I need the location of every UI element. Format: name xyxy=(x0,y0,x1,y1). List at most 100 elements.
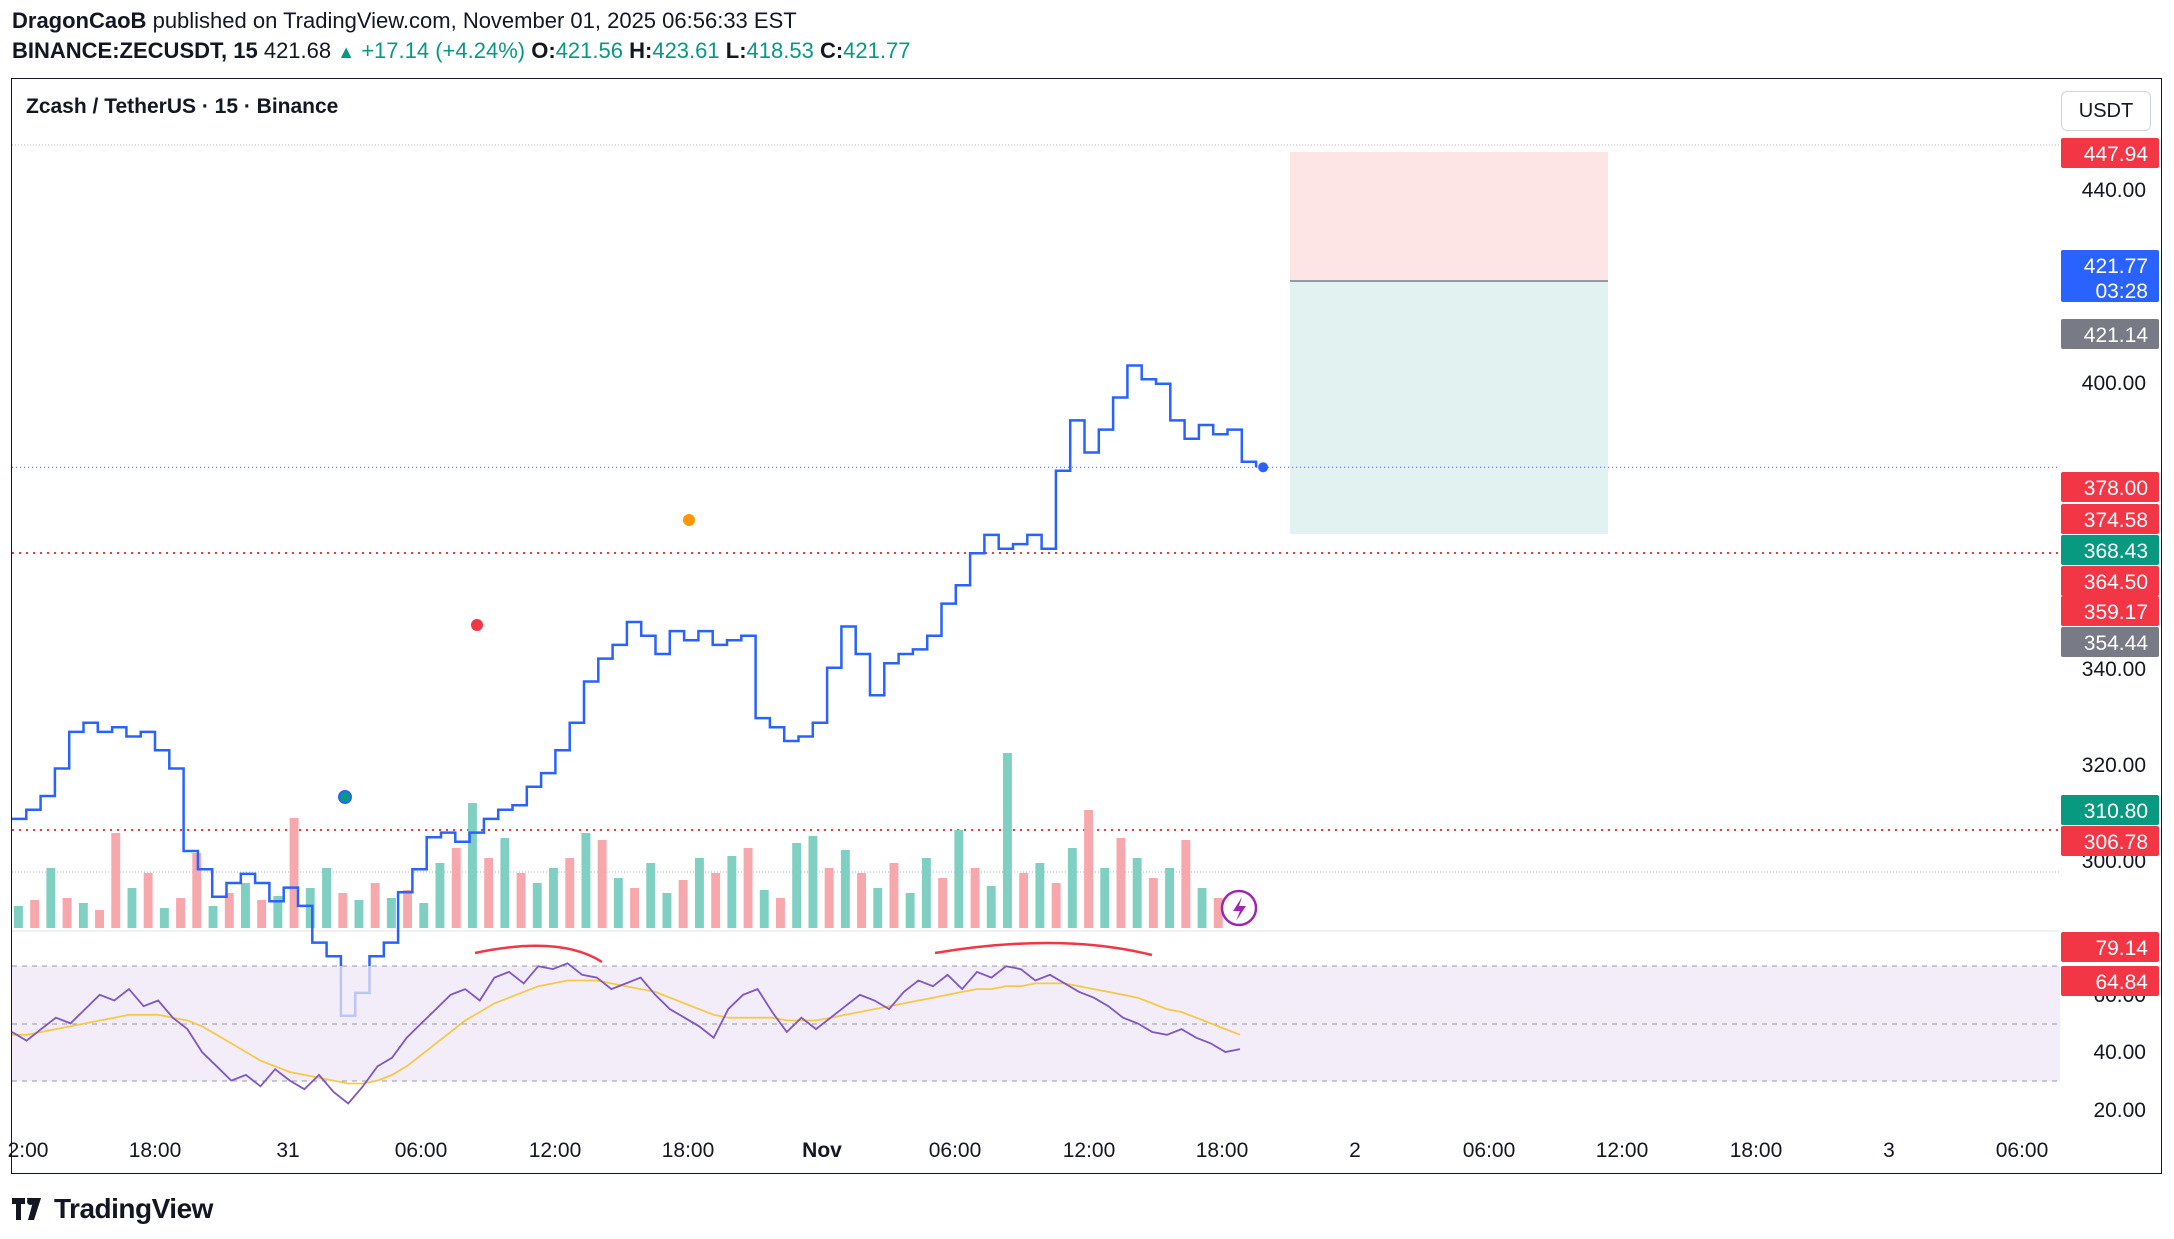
volume-bar xyxy=(1003,753,1012,928)
volume-bar xyxy=(1116,838,1126,928)
price-label-box xyxy=(2061,795,2159,825)
volume-bar xyxy=(176,898,185,928)
x-tick-label: 18:00 xyxy=(1730,1139,1783,1162)
volume-bar xyxy=(1019,873,1029,928)
volume-bar xyxy=(695,858,704,928)
volume-bar xyxy=(111,833,121,928)
volume-bar xyxy=(646,863,656,928)
brand-text: TradingView xyxy=(54,1193,213,1224)
close-label: C: xyxy=(819,38,844,63)
author-name[interactable]: DragonCaoB xyxy=(12,8,147,33)
volume-bar xyxy=(322,868,331,928)
y-tick-label: 440.00 xyxy=(2082,179,2146,202)
volume-bar xyxy=(14,906,23,928)
volume-bar xyxy=(532,883,542,928)
volume-bar xyxy=(468,803,477,928)
rsi-line xyxy=(11,962,1241,1105)
x-tick-label: 18:00 xyxy=(129,1139,182,1162)
volume-bar xyxy=(776,898,785,928)
change-value: ▲ +17.14 (+4.24%) xyxy=(337,38,525,63)
low-label: L: xyxy=(725,38,747,63)
volume-bar xyxy=(938,878,948,928)
volume-bar xyxy=(386,898,396,928)
rsi-label-text: 79.14 xyxy=(2095,937,2148,960)
x-tick-label: 18:00 xyxy=(1196,1139,1249,1162)
volume-bar xyxy=(970,868,980,928)
volume-bar xyxy=(889,863,899,928)
high-label: H: xyxy=(629,38,653,63)
price-line xyxy=(12,364,1258,1018)
volume-bar xyxy=(451,848,461,928)
price-label-text: 378.00 xyxy=(2084,477,2148,500)
price-label-text: 421.14 xyxy=(2084,324,2149,347)
ohlc-bar: BINANCE:ZECUSDT, 15 421.68 ▲ +17.14 (+4.… xyxy=(12,38,910,64)
volume-bar xyxy=(241,883,250,928)
volume-bar xyxy=(419,903,429,928)
rsi-label-box xyxy=(2061,966,2159,996)
volume-bar xyxy=(824,868,834,928)
volume-bar xyxy=(1165,868,1174,928)
divergence-arc-2 xyxy=(934,941,1153,957)
stop-loss-zone xyxy=(1290,152,1608,280)
volume-bar xyxy=(662,893,672,928)
volume-bar xyxy=(159,908,169,928)
volume-bar xyxy=(224,893,234,928)
volume-bar xyxy=(95,910,104,928)
rsi-ma-line xyxy=(12,979,1241,1085)
volume-bar xyxy=(354,900,364,928)
x-tick-label: Nov xyxy=(802,1139,842,1162)
volume-bar xyxy=(549,868,558,928)
alert-signal-marker xyxy=(683,514,695,526)
volume-bar xyxy=(1067,848,1077,928)
publish-info: DragonCaoB published on TradingView.com,… xyxy=(12,8,797,34)
volume-bar xyxy=(921,858,931,928)
price-label-box xyxy=(2061,472,2159,502)
currency-button[interactable]: USDT xyxy=(2061,91,2151,131)
volume-bar xyxy=(1148,878,1158,928)
volume-bar xyxy=(1197,888,1207,928)
buy-signal-marker xyxy=(338,790,352,804)
price-label-text: 359.17 xyxy=(2084,601,2148,624)
volume-bar xyxy=(613,878,623,928)
x-tick-label: 18:00 xyxy=(662,1139,715,1162)
volume-bar xyxy=(435,863,445,928)
open-value: 421.56 xyxy=(555,38,623,63)
sell-signal-marker xyxy=(471,619,483,631)
volume-bar xyxy=(1035,863,1045,928)
volume-bar xyxy=(743,848,753,928)
x-tick-label: 3 xyxy=(1883,1139,1895,1162)
up-arrow-icon: ▲ xyxy=(337,42,356,62)
x-tick-label: 2 xyxy=(1349,1139,1361,1162)
volume-bar xyxy=(597,840,607,928)
y-tick-label: 320.00 xyxy=(2082,754,2146,777)
volume-bar xyxy=(127,888,137,928)
low-value: 418.53 xyxy=(746,38,814,63)
price-label-text: 310.80 xyxy=(2084,800,2148,823)
price-label-text: 354.44 xyxy=(2084,632,2149,655)
volume-bar xyxy=(1132,858,1142,928)
volume-bar xyxy=(1213,898,1223,928)
price-label-text: 368.43 xyxy=(2084,540,2148,563)
volume-bar xyxy=(143,873,153,928)
tradingview-logo[interactable]: TradingView xyxy=(12,1193,213,1225)
divergence-arc-1 xyxy=(474,944,603,964)
volume-bar xyxy=(759,890,769,928)
x-tick-label: 12:00 xyxy=(529,1139,582,1162)
rsi-tick-label: 20.00 xyxy=(2093,1099,2146,1122)
x-tick-label: 06:00 xyxy=(1996,1139,2049,1162)
volume-bar xyxy=(873,888,883,928)
y-tick-label: 340.00 xyxy=(2082,658,2146,681)
y-tick-label: 400.00 xyxy=(2082,372,2146,395)
volume-bar xyxy=(1084,810,1093,928)
x-tick-label: 2:00 xyxy=(8,1139,49,1162)
volume-bar xyxy=(62,898,72,928)
price-label-box xyxy=(2061,250,2159,302)
tv-logo-icon xyxy=(12,1198,41,1220)
symbol-legend[interactable]: Zcash / TetherUS · 15 · Binance xyxy=(26,95,339,118)
price-label-box xyxy=(2061,566,2159,596)
chart-frame xyxy=(11,78,2162,1174)
volume-bar xyxy=(565,858,575,928)
price-label-box xyxy=(2061,535,2159,565)
price-label-box xyxy=(2061,627,2159,657)
